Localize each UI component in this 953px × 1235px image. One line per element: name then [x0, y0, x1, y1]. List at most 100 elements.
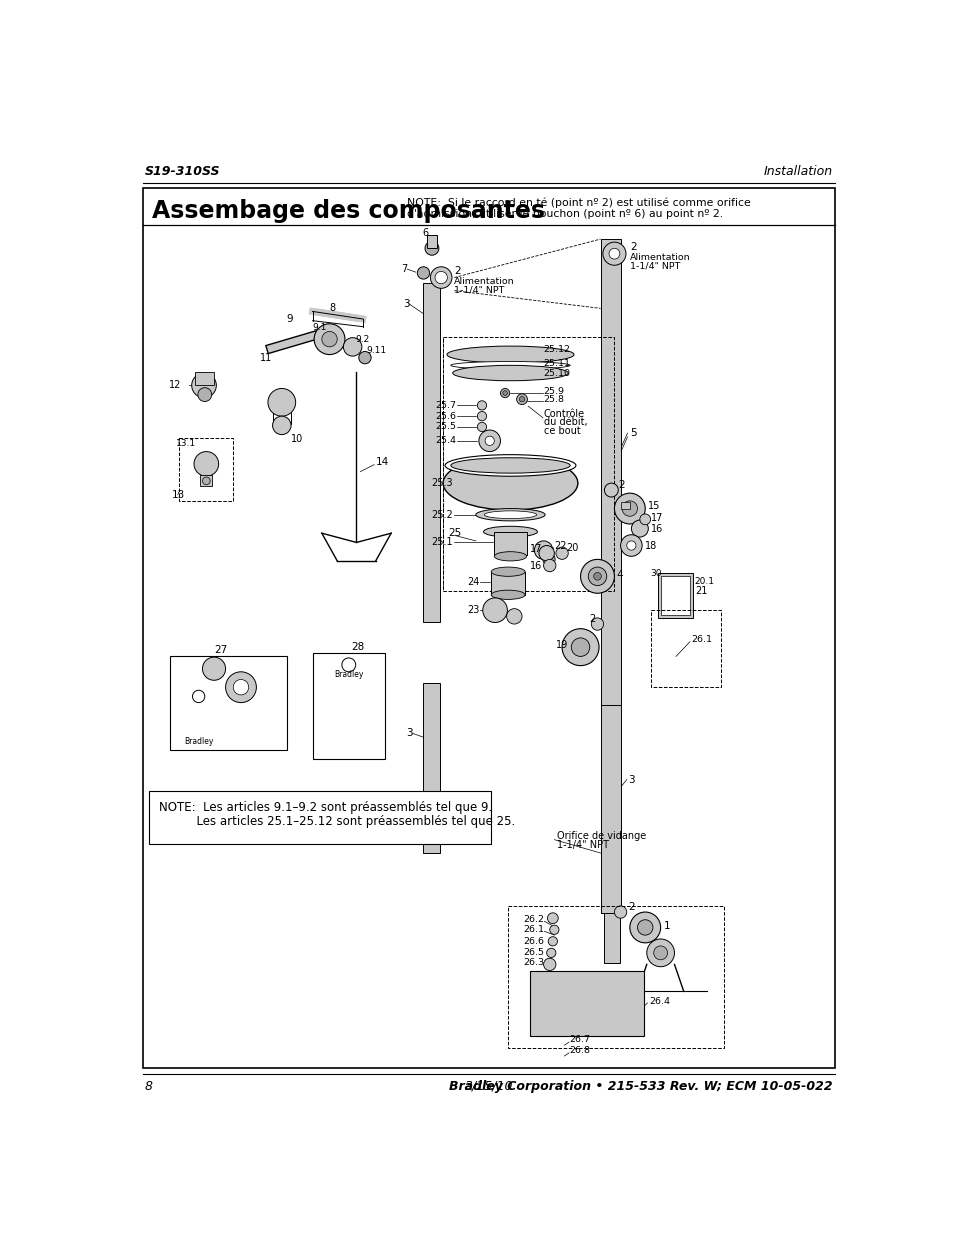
Text: Alimentation: Alimentation [629, 253, 690, 262]
Circle shape [476, 411, 486, 421]
Bar [423, 683, 440, 852]
Circle shape [478, 430, 500, 452]
Bar [494, 531, 526, 555]
Circle shape [602, 242, 625, 266]
Text: 3: 3 [628, 774, 635, 784]
Circle shape [314, 324, 345, 354]
Circle shape [225, 672, 256, 703]
Text: 3/15/10: 3/15/10 [464, 1079, 513, 1093]
Text: Les articles 25.1–25.12 sont préassemblés tel que 25.: Les articles 25.1–25.12 sont préassemblé… [158, 815, 515, 829]
Text: 9.2: 9.2 [355, 335, 370, 343]
Circle shape [561, 629, 598, 666]
Circle shape [608, 248, 619, 259]
Circle shape [620, 535, 641, 556]
Text: 25: 25 [448, 529, 461, 538]
Bar [427, 235, 436, 248]
Ellipse shape [444, 454, 576, 477]
Text: 8: 8 [329, 303, 335, 312]
Bar [651, 610, 720, 687]
Circle shape [556, 547, 568, 559]
Text: Bradley: Bradley [184, 737, 213, 746]
Circle shape [233, 679, 249, 695]
Ellipse shape [484, 511, 537, 519]
Text: 9.1: 9.1 [313, 324, 327, 332]
Circle shape [476, 422, 486, 431]
Circle shape [193, 690, 205, 703]
Circle shape [614, 906, 626, 918]
Text: 1-1/4" NPT: 1-1/4" NPT [629, 262, 679, 270]
Bar [179, 437, 233, 501]
Text: 16: 16 [651, 524, 663, 534]
Text: 13: 13 [172, 490, 185, 500]
Text: 21: 21 [695, 585, 707, 597]
Ellipse shape [491, 567, 524, 577]
Bar [313, 652, 385, 758]
Text: 26.2: 26.2 [523, 915, 544, 924]
Text: 26.5: 26.5 [523, 947, 544, 957]
Text: 25.12: 25.12 [543, 346, 570, 354]
Text: 2: 2 [628, 902, 635, 911]
Text: 25.8: 25.8 [543, 395, 564, 404]
Text: NOTE:  Si le raccord en té (point nº 2) est utilisé comme orifice
d'admission, u: NOTE: Si le raccord en té (point nº 2) e… [406, 198, 749, 220]
Text: du débit,: du débit, [543, 417, 587, 427]
Text: 10: 10 [291, 435, 303, 445]
Text: Contrôle: Contrôle [543, 409, 584, 419]
Circle shape [273, 416, 291, 435]
Text: 9.11: 9.11 [366, 346, 386, 356]
Text: 23: 23 [467, 605, 479, 615]
Circle shape [621, 501, 637, 516]
Bar [200, 475, 213, 487]
Circle shape [546, 948, 556, 957]
Circle shape [543, 958, 556, 971]
Ellipse shape [494, 552, 526, 561]
Ellipse shape [451, 458, 570, 473]
Circle shape [653, 946, 667, 960]
Ellipse shape [442, 456, 578, 510]
Text: 2: 2 [618, 480, 624, 490]
Bar [491, 572, 524, 595]
Circle shape [341, 658, 355, 672]
Circle shape [416, 267, 429, 279]
Circle shape [193, 452, 218, 477]
Text: 20.1: 20.1 [694, 577, 714, 587]
Circle shape [543, 559, 556, 572]
Circle shape [614, 493, 644, 524]
Text: 8: 8 [145, 1079, 152, 1093]
Text: 25.11: 25.11 [543, 359, 570, 368]
Circle shape [629, 911, 659, 942]
Circle shape [425, 241, 438, 256]
Text: 25.7: 25.7 [436, 401, 456, 410]
Bar [443, 337, 614, 592]
Circle shape [517, 394, 527, 405]
Circle shape [548, 936, 557, 946]
Text: 26.3: 26.3 [523, 958, 544, 967]
Bar [604, 913, 619, 963]
Text: Alimentation: Alimentation [454, 277, 515, 287]
Text: 24: 24 [467, 577, 479, 587]
Text: 14: 14 [375, 457, 389, 467]
Text: 18: 18 [644, 541, 657, 551]
Text: Bradley Corporation • 215-533 Rev. W; ECM 10-05-022: Bradley Corporation • 215-533 Rev. W; EC… [449, 1079, 832, 1093]
Text: 25.2: 25.2 [431, 510, 453, 520]
Circle shape [506, 609, 521, 624]
Circle shape [542, 553, 555, 566]
Text: 25.6: 25.6 [436, 411, 456, 421]
Circle shape [534, 541, 552, 559]
Bar [529, 971, 643, 1036]
Text: 26.1: 26.1 [523, 925, 544, 934]
Text: 28: 28 [351, 642, 364, 652]
Circle shape [549, 925, 558, 935]
Text: 2: 2 [629, 242, 636, 252]
Text: 22: 22 [554, 541, 566, 551]
Bar [170, 656, 287, 751]
Text: Assembage des composantes: Assembage des composantes [152, 199, 545, 224]
Circle shape [192, 373, 216, 398]
Text: 13.1: 13.1 [175, 438, 195, 447]
Text: Orifice de vidange: Orifice de vidange [557, 831, 645, 841]
Text: 26.6: 26.6 [523, 937, 544, 946]
Text: 26.8: 26.8 [569, 1046, 590, 1055]
Text: 25.1: 25.1 [431, 537, 453, 547]
Text: 27: 27 [213, 645, 227, 656]
Text: 26.1: 26.1 [691, 635, 712, 643]
Text: NOTE:  Les articles 9.1–9.2 sont préassemblés tel que 9.: NOTE: Les articles 9.1–9.2 sont préassem… [158, 800, 492, 814]
